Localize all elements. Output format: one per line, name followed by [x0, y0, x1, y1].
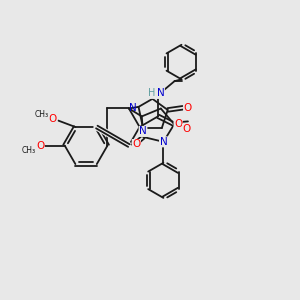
- Text: CH₃: CH₃: [35, 110, 49, 118]
- Text: CH₃: CH₃: [22, 146, 36, 155]
- Text: O: O: [132, 140, 140, 149]
- Text: H: H: [148, 88, 155, 98]
- Text: O: O: [174, 119, 182, 129]
- Text: N: N: [129, 103, 136, 113]
- Text: O: O: [49, 113, 57, 124]
- Text: O: O: [36, 140, 44, 151]
- Text: N: N: [157, 88, 164, 98]
- Text: N: N: [160, 137, 167, 147]
- Text: N: N: [139, 126, 147, 136]
- Text: O: O: [182, 124, 191, 134]
- Text: O: O: [184, 103, 192, 113]
